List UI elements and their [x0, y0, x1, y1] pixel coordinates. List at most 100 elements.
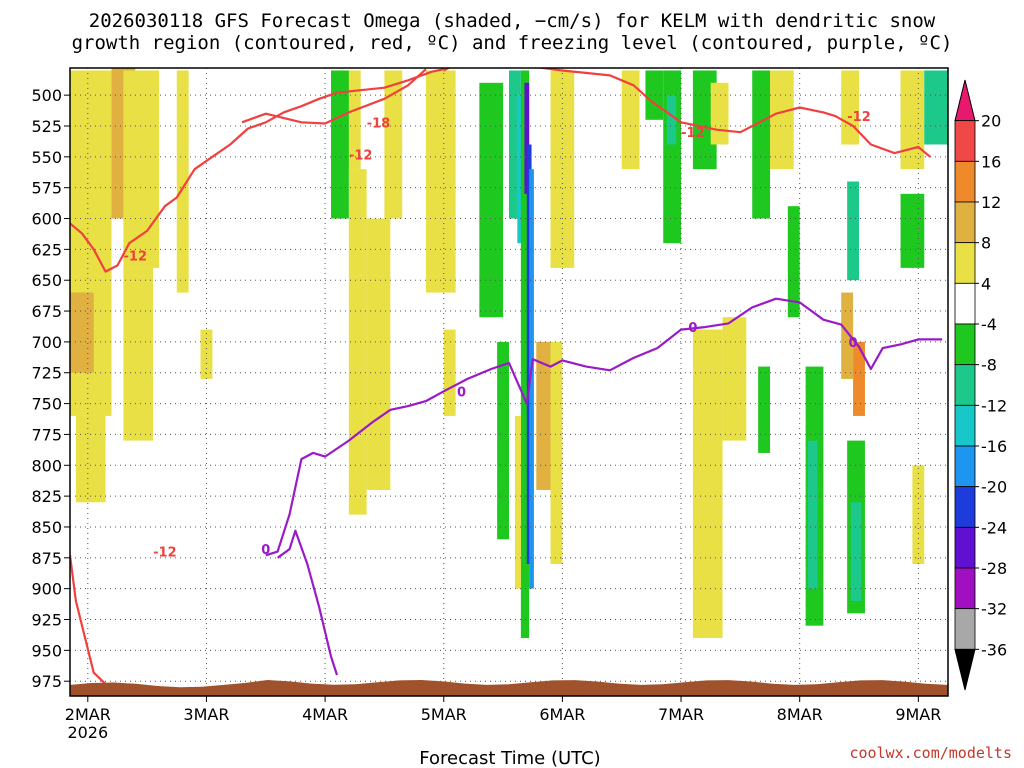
omega-cell: [841, 70, 860, 145]
x-tick-label: 5MAR: [421, 705, 467, 724]
contour-isotherm-12: [443, 68, 931, 158]
colorbar-label: 20: [981, 112, 1001, 131]
colorbar-label: -16: [981, 437, 1007, 456]
chart-title-line1: 2026030118 GFS Forecast Omega (shaded, −…: [88, 10, 936, 32]
colorbar-label: -12: [981, 396, 1007, 415]
colorbar-swatch: [954, 242, 976, 284]
y-tick-label: 875: [31, 549, 62, 568]
x-tick-label: 6MAR: [539, 705, 585, 724]
omega-cell: [75, 415, 106, 503]
y-tick-label: 650: [31, 271, 62, 290]
x-tick-label: 8MAR: [777, 705, 823, 724]
y-tick-label: 925: [31, 611, 62, 630]
omega-cell: [176, 70, 189, 293]
omega-cell: [900, 193, 925, 268]
y-tick-label: 825: [31, 487, 62, 506]
contour-label: -12: [153, 546, 177, 561]
omega-cell: [514, 415, 521, 589]
contour-label: 0: [688, 321, 697, 336]
plot-frame: [69, 67, 949, 697]
omega-cell: [524, 82, 530, 194]
colorbar-label: -36: [981, 640, 1007, 659]
omega-cell: [752, 70, 771, 219]
colorbar-swatch: [954, 323, 976, 366]
contour-label: -12: [681, 126, 705, 141]
x-tick-label: 7MAR: [658, 705, 704, 724]
omega-cell: [841, 292, 854, 379]
omega-cell: [520, 70, 530, 639]
contour-label: -12: [124, 250, 148, 265]
contours: [70, 68, 943, 691]
colorbar-swatch: [954, 282, 976, 325]
omega-cell: [924, 70, 948, 145]
omega-cell: [722, 317, 747, 441]
colorbar-swatch: [954, 608, 976, 650]
omega-cell: [710, 82, 729, 145]
omega-cell: [497, 341, 509, 540]
omega-cell: [666, 95, 677, 145]
omega-cell: [758, 366, 771, 453]
x-tick-label: 3MAR: [183, 705, 229, 724]
colorbar-arrow-bottom: [954, 648, 976, 691]
y-tick-label: 850: [31, 518, 62, 537]
colorbar-label: -28: [981, 559, 1007, 578]
colorbar-swatch: [954, 404, 976, 447]
omega-cell: [366, 218, 391, 490]
colorbar-swatch: [954, 364, 976, 406]
colorbar-label: -4: [981, 315, 997, 334]
contour-label: -12: [847, 110, 871, 125]
omega-cell: [847, 181, 860, 281]
contour-label: -18: [367, 116, 391, 131]
contour-dgz-boundary-west: [70, 68, 444, 273]
colorbar-swatch: [954, 120, 976, 162]
colorbar-swatch: [954, 526, 976, 569]
y-tick-label: 900: [31, 580, 62, 599]
colorbar: 20 16 12 8 4 -4 -8 -12 -16 -20 -24 -28 -32 -36: [954, 79, 1007, 691]
colorbar-label: 8: [981, 234, 991, 253]
omega-cell: [550, 341, 563, 564]
omega-shading: [70, 68, 948, 639]
y-axis: 500 525 550 575 600 625 650 675 700 725 750 775 800 8…: [31, 86, 70, 691]
omega-cell: [517, 95, 524, 244]
omega-cell: [912, 465, 925, 564]
omega-cell: [850, 502, 862, 601]
contour-label: -12: [349, 148, 373, 163]
colorbar-label: -20: [981, 478, 1007, 497]
colorbar-label: -8: [981, 356, 997, 375]
x-tick-label: 9MAR: [895, 705, 941, 724]
colorbar-label: 4: [981, 274, 991, 293]
y-tick-label: 725: [31, 364, 62, 383]
ground-surface: [70, 680, 948, 696]
ground-fill: [70, 680, 948, 696]
colorbar-swatch: [954, 445, 976, 488]
contour-dgz-boundary-east: [70, 555, 124, 691]
omega-cell: [425, 70, 456, 293]
omega-cell: [621, 70, 640, 170]
y-tick-label: 575: [31, 179, 62, 198]
omega-cell: [787, 206, 800, 318]
y-tick-label: 500: [31, 86, 62, 105]
x-tick-label: 2MAR: [65, 705, 111, 724]
omega-cell: [479, 82, 504, 318]
y-tick-label: 700: [31, 333, 62, 352]
omega-cell: [384, 70, 403, 219]
colorbar-label: -32: [981, 600, 1007, 619]
x-tick-year: 2026: [67, 723, 108, 742]
y-tick-label: 950: [31, 641, 62, 660]
colorbar-label: 12: [981, 193, 1001, 212]
omega-cell: [536, 341, 551, 490]
contour-label: 0: [261, 543, 270, 558]
omega-cell: [853, 341, 865, 416]
y-tick-label: 550: [31, 148, 62, 167]
y-tick-label: 975: [31, 672, 62, 691]
omega-cell: [509, 70, 521, 219]
omega-cell: [200, 329, 213, 379]
freezing-level-line: [265, 297, 943, 557]
site-credit[interactable]: coolwx.com/modelts: [849, 744, 1012, 762]
colorbar-swatch: [954, 201, 976, 244]
colorbar-swatch: [954, 567, 976, 610]
freezing-level-branch: [276, 529, 339, 676]
y-tick-label: 525: [31, 117, 62, 136]
